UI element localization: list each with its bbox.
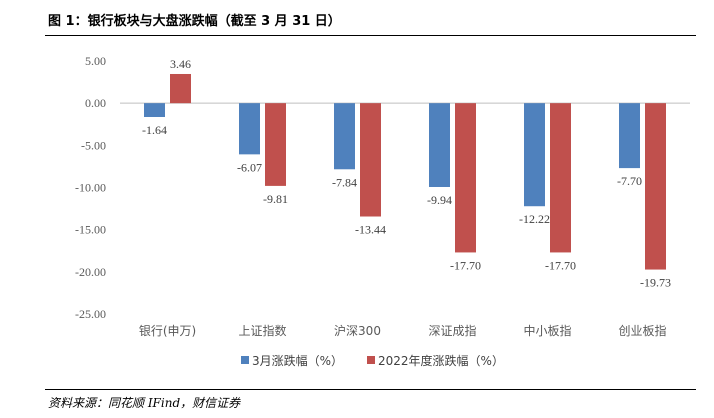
source-note: 资料来源：同花顺 IFind，财信证券 xyxy=(48,396,241,410)
top-rule xyxy=(45,35,696,36)
bottom-rule xyxy=(45,389,696,390)
bar-march-6 xyxy=(619,103,640,169)
category-label: 中小板指 xyxy=(523,323,571,338)
data-label: -19.73 xyxy=(640,276,671,290)
bar-ytd-2 xyxy=(265,103,286,186)
bar-ytd-1 xyxy=(170,73,191,104)
bar-march-3 xyxy=(334,103,355,170)
legend-label: 2022年度涨跌幅（%） xyxy=(378,353,504,368)
data-label: -13.44 xyxy=(355,223,386,237)
data-label: -9.81 xyxy=(263,192,288,206)
y-tick-label: 5.00 xyxy=(85,54,106,68)
legend-swatch-1 xyxy=(241,356,249,364)
data-label: -17.70 xyxy=(545,258,576,272)
y-tick-label: -20.00 xyxy=(75,265,106,279)
data-label: -6.07 xyxy=(237,160,262,174)
bar-march-1 xyxy=(144,103,165,117)
data-label: 3.46 xyxy=(170,57,191,71)
bar-ytd-4 xyxy=(455,103,476,253)
bar-ytd-5 xyxy=(550,103,571,253)
category-label: 上证指数 xyxy=(238,323,286,338)
data-label: -12.22 xyxy=(519,212,550,226)
bar-march-4 xyxy=(429,103,450,187)
bar-ytd-3 xyxy=(360,103,381,217)
data-label: -7.70 xyxy=(617,174,642,188)
figure-title: 图 1：银行板块与大盘涨跌幅（截至 3 月 31 日） xyxy=(48,14,341,29)
category-label: 创业板指 xyxy=(618,323,666,338)
y-tick-label: 0.00 xyxy=(85,96,106,110)
legend-swatch-2 xyxy=(367,356,375,364)
y-tick-label: -10.00 xyxy=(75,181,106,195)
y-tick-label: -25.00 xyxy=(75,307,106,321)
category-label: 沪深300 xyxy=(334,324,381,338)
bar-march-2 xyxy=(239,103,260,155)
data-label: -17.70 xyxy=(450,258,481,272)
y-tick-label: -15.00 xyxy=(75,223,106,237)
legend-label: 3月涨跌幅（%） xyxy=(252,353,343,368)
data-label: -9.94 xyxy=(427,193,452,207)
y-tick-label: -5.00 xyxy=(81,138,106,152)
bar-ytd-6 xyxy=(645,103,666,270)
category-label: 银行(申万) xyxy=(139,324,196,338)
data-label: -7.84 xyxy=(332,175,357,189)
data-label: -1.64 xyxy=(142,123,167,137)
category-label: 深证成指 xyxy=(428,323,476,338)
bar-march-5 xyxy=(524,103,545,207)
